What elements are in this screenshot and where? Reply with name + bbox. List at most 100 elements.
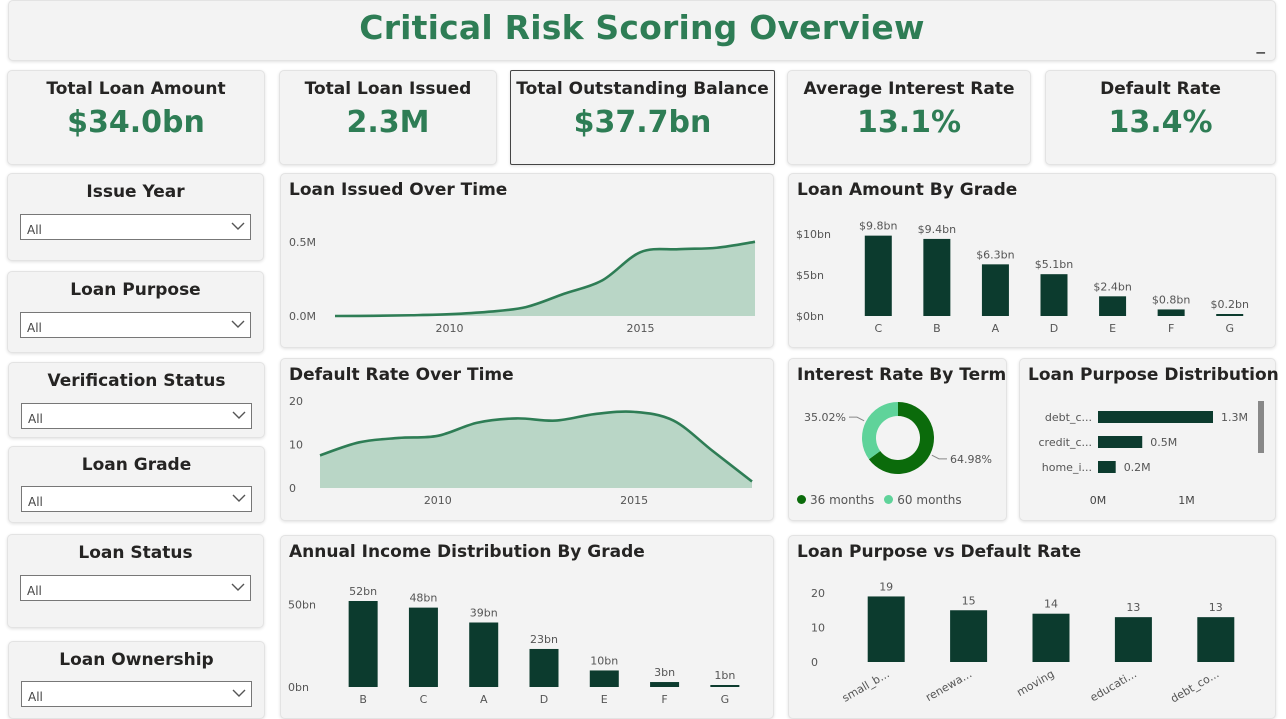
loan-status-dropdown[interactable]: All <box>20 575 251 601</box>
y-tick-label: 0 <box>289 482 296 495</box>
chart-loan-issued-over-time: Loan Issued Over Time 0.0M 0.5M 2010 2015 <box>280 173 774 348</box>
data-label: 48bn <box>409 592 437 605</box>
chart-title: Loan Amount By Grade <box>797 180 1018 200</box>
data-label: 64.98% <box>950 453 992 466</box>
slicer-verification-status: Verification Status All <box>8 362 265 438</box>
x-tick-label: G <box>721 693 730 706</box>
bar <box>1098 411 1213 423</box>
data-label: $9.4bn <box>918 223 956 236</box>
bar <box>867 596 905 662</box>
bar <box>1032 613 1070 662</box>
bar <box>1157 309 1185 316</box>
chart-title: Default Rate Over Time <box>289 365 514 385</box>
donut-slice <box>862 402 898 460</box>
bar <box>348 601 378 687</box>
bar <box>981 264 1009 316</box>
y-tick-label: debt_c... <box>1045 411 1092 424</box>
bar <box>923 238 951 316</box>
data-label: 0.5M <box>1150 436 1177 449</box>
verification-status-dropdown[interactable]: All <box>21 403 252 429</box>
kpi-total-loan-issued: Total Loan Issued 2.3M <box>279 70 497 165</box>
data-label: $0.8bn <box>1152 293 1190 306</box>
y-tick-label: 10 <box>289 439 303 452</box>
x-tick-label: B <box>359 693 367 706</box>
kpi-label: Total Loan Issued <box>304 79 472 99</box>
x-tick-label: 2015 <box>620 494 648 507</box>
bar <box>1114 617 1152 662</box>
dropdown-value: All <box>28 412 43 426</box>
slicer-loan-ownership: Loan Ownership All <box>8 641 265 719</box>
bar <box>1197 617 1235 662</box>
data-label: 52bn <box>349 585 377 598</box>
chart-title: Interest Rate By Term <box>797 365 1007 385</box>
x-tick-label: moving <box>1015 667 1057 699</box>
x-tick-label: A <box>992 322 1000 335</box>
chart-title: Loan Purpose vs Default Rate <box>797 542 1082 562</box>
bar <box>1098 461 1116 473</box>
y-tick-label: 20 <box>811 587 825 600</box>
x-tick-label: D <box>540 693 548 706</box>
x-tick-label: G <box>1225 322 1234 335</box>
bar <box>469 622 499 687</box>
bar <box>1099 296 1127 316</box>
y-tick-label: 0 <box>811 656 818 669</box>
data-label: $9.8bn <box>859 220 897 233</box>
x-tick-label: E <box>601 693 608 706</box>
chart-loan-purpose-distribution: Loan Purpose Distribution debt_c... 1.3M c… <box>1019 358 1279 521</box>
data-label: $2.4bn <box>1093 280 1131 293</box>
data-label: 0.2M <box>1124 461 1151 474</box>
chevron-down-icon <box>232 689 246 697</box>
x-tick-label: F <box>1168 322 1174 335</box>
x-tick-label: small_b... <box>840 667 892 704</box>
area-fill <box>320 411 752 488</box>
data-label: 15 <box>962 594 976 607</box>
x-tick-label: 2015 <box>626 322 654 335</box>
bar <box>650 682 680 687</box>
chevron-down-icon <box>231 583 245 591</box>
kpi-value: $34.0bn <box>67 105 205 140</box>
kpi-value: $37.7bn <box>573 105 712 140</box>
data-label: 1bn <box>714 669 735 682</box>
legend-item[interactable]: 60 months <box>884 493 962 507</box>
slicer-issue-year: Issue Year All <box>7 173 264 261</box>
kpi-value: 13.4% <box>1108 105 1213 140</box>
y-tick-label: home_i... <box>1042 461 1092 474</box>
data-label: $5.1bn <box>1035 258 1073 271</box>
bar <box>864 235 892 316</box>
data-label: $6.3bn <box>976 248 1014 261</box>
interest-term-donut-chart: 64.98% 35.02% <box>804 402 992 474</box>
kpi-total-outstanding-balance[interactable]: Total Outstanding Balance $37.7bn <box>510 70 775 165</box>
dropdown-value: All <box>27 223 42 237</box>
kpi-default-rate: Default Rate 13.4% <box>1045 70 1276 165</box>
data-label: 35.02% <box>804 411 846 424</box>
legend-item[interactable]: 36 months <box>797 493 874 507</box>
slicer-loan-grade: Loan Grade All <box>8 446 265 523</box>
y-tick-label: $0bn <box>796 310 824 323</box>
kpi-label: Average Interest Rate <box>803 79 1015 99</box>
minimize-icon[interactable]: ▁ <box>1256 41 1265 54</box>
leader-line <box>849 416 865 422</box>
slicer-label: Verification Status <box>47 371 226 391</box>
vertical-scrollbar[interactable] <box>1258 401 1264 453</box>
x-tick-label: F <box>661 693 667 706</box>
bar <box>529 648 559 687</box>
y-tick-label: 10 <box>811 622 825 635</box>
issue-year-dropdown[interactable]: All <box>20 214 251 240</box>
loan-purpose-dropdown[interactable]: All <box>20 312 251 338</box>
legend-label: 60 months <box>897 493 962 507</box>
data-label: 13 <box>1209 601 1223 614</box>
default-rate-area-chart: 0 10 20 2010 2015 <box>289 395 753 507</box>
bar <box>1098 436 1143 448</box>
dropdown-value: All <box>28 495 43 509</box>
x-tick-label: 2010 <box>436 322 464 335</box>
loan-grade-dropdown[interactable]: All <box>21 486 252 512</box>
x-tick-label: E <box>1109 322 1116 335</box>
area-fill <box>335 241 755 316</box>
chart-default-rate-over-time: Default Rate Over Time 0 10 20 2010 2015 <box>280 358 774 521</box>
kpi-value: 2.3M <box>346 105 430 140</box>
y-tick-label: $10bn <box>796 228 831 241</box>
loan-amount-bar-chart: $9.8bn C $9.4bn B $6.3bn A $5.1bn D $2.4bn E $0.8b… <box>796 220 1249 335</box>
loan-ownership-dropdown[interactable]: All <box>21 681 252 707</box>
slicer-label: Issue Year <box>86 182 185 202</box>
slicer-loan-purpose: Loan Purpose All <box>7 271 264 353</box>
